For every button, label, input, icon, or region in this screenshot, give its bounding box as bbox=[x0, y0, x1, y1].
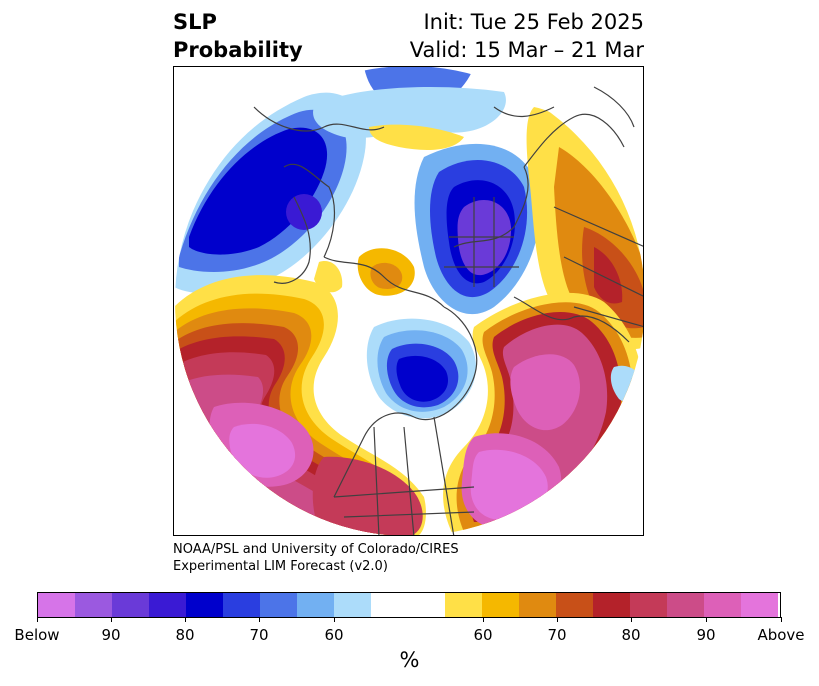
colorbar-tickmark bbox=[37, 617, 38, 622]
probability-map bbox=[175, 67, 643, 535]
colorbar-tick-label: 70 bbox=[547, 626, 567, 644]
colorbar-tickmark bbox=[259, 617, 260, 622]
colorbar-segment bbox=[741, 593, 778, 617]
colorbar-unit: % bbox=[399, 648, 420, 672]
forecast-field bbox=[175, 67, 643, 535]
init-date: Init: Tue 25 Feb 2025 bbox=[423, 10, 644, 34]
colorbar bbox=[37, 592, 781, 618]
coastlines bbox=[253, 86, 643, 535]
colorbar-tick-label: 80 bbox=[175, 626, 195, 644]
title-variable: SLP bbox=[173, 10, 217, 34]
colorbar-tick-label: Below bbox=[14, 626, 60, 644]
credit-line-1: NOAA/PSL and University of Colorado/CIRE… bbox=[173, 542, 459, 557]
colorbar-segment bbox=[260, 593, 297, 617]
title-right: Init: Tue 25 Feb 2025 Valid: 15 Mar – 21… bbox=[410, 8, 644, 64]
colorbar-tickmark bbox=[557, 617, 558, 622]
colorbar-tickmark bbox=[185, 617, 186, 622]
colorbar-segment bbox=[297, 593, 334, 617]
colorbar-segment bbox=[149, 593, 186, 617]
credit: NOAA/PSL and University of Colorado/CIRE… bbox=[173, 541, 459, 575]
colorbar-tickmark bbox=[334, 617, 335, 622]
colorbar-segment bbox=[704, 593, 741, 617]
title-type: Probability bbox=[173, 38, 303, 62]
colorbar-tick-label: Above bbox=[757, 626, 805, 644]
colorbar-segment bbox=[223, 593, 260, 617]
credit-line-2: Experimental LIM Forecast (v2.0) bbox=[173, 559, 388, 574]
colorbar-tick-label: 90 bbox=[696, 626, 716, 644]
colorbar-segment bbox=[593, 593, 630, 617]
colorbar-tickmark bbox=[111, 617, 112, 622]
colorbar-tick-label: 60 bbox=[324, 626, 344, 644]
colorbar-tickmark bbox=[483, 617, 484, 622]
colorbar-tickmark bbox=[631, 617, 632, 622]
colorbar-segment bbox=[38, 593, 75, 617]
colorbar-segment bbox=[112, 593, 149, 617]
colorbar-segment bbox=[667, 593, 704, 617]
title-left: SLP Probability bbox=[173, 8, 303, 64]
colorbar-tick-label: 80 bbox=[621, 626, 641, 644]
colorbar-segment bbox=[556, 593, 593, 617]
colorbar-tickmark bbox=[706, 617, 707, 622]
colorbar-tick-label: 60 bbox=[473, 626, 493, 644]
colorbar-segment bbox=[334, 593, 371, 617]
colorbar-segment bbox=[482, 593, 519, 617]
colorbar-segment bbox=[445, 593, 482, 617]
colorbar-segment bbox=[75, 593, 112, 617]
colorbar-segment bbox=[519, 593, 556, 617]
colorbar-segment bbox=[186, 593, 223, 617]
colorbar-tick-label: 70 bbox=[249, 626, 269, 644]
colorbar-tickmark bbox=[781, 617, 782, 622]
colorbar-segment bbox=[371, 593, 445, 617]
colorbar-tick-label: 90 bbox=[101, 626, 121, 644]
valid-range: Valid: 15 Mar – 21 Mar bbox=[409, 38, 644, 62]
colorbar-segment bbox=[630, 593, 667, 617]
map-frame bbox=[173, 66, 644, 536]
